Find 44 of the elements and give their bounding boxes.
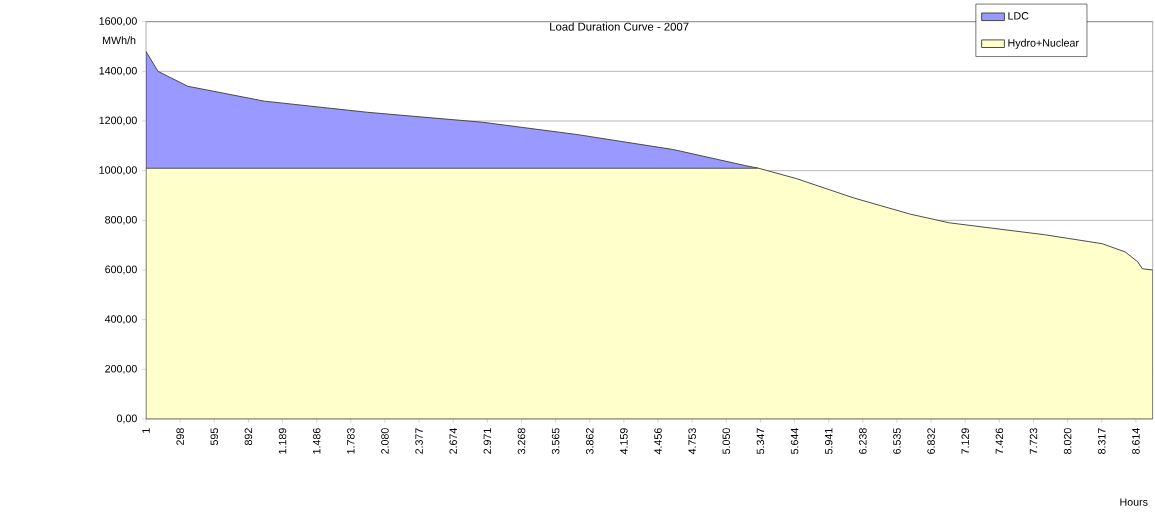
x-tick-label: 2.080 — [381, 428, 389, 454]
y-tick-label: 600,00 — [105, 265, 137, 275]
x-tick-label: 1.486 — [312, 428, 321, 454]
x-tick-label: 2.377 — [415, 428, 423, 454]
y-tick-label: 1600,00 — [99, 17, 137, 27]
y-tick-label: 1200,00 — [99, 116, 137, 126]
x-tick-label: 4.753 — [688, 428, 696, 455]
x-tick-label: 5.941 — [824, 428, 833, 454]
x-tick-label: 2.674 — [449, 428, 457, 454]
x-tick-label: 5.644 — [790, 428, 799, 454]
x-tick-label: 7.723 — [1029, 428, 1038, 454]
x-tick-label: 2.971 — [483, 428, 492, 454]
x-tick-label: 8.614 — [1132, 428, 1140, 454]
y-tick-label: 400,00 — [104, 315, 137, 325]
y-tick-label: 1400,00 — [99, 66, 137, 76]
x-tick-label: 1 — [142, 428, 150, 433]
x-tick-label: 892 — [244, 428, 253, 446]
x-tick-label: 6.238 — [859, 428, 867, 454]
x-tick-label: 5.050 — [722, 428, 731, 454]
x-tick-label: 5.347 — [756, 428, 765, 454]
x-tick-label: 4.456 — [654, 428, 662, 455]
y-tick-label: 1000,00 — [99, 166, 137, 176]
x-tick-label: 8.317 — [1097, 428, 1106, 454]
x-tick-label: 1.783 — [347, 428, 355, 454]
x-tick-label: 6.832 — [927, 428, 935, 454]
x-tick-label: 6.535 — [893, 428, 901, 454]
y-axis-title: MWh/h — [103, 36, 136, 45]
x-tick-label: 3.268 — [517, 428, 526, 455]
x-tick-label: 3.862 — [585, 428, 594, 455]
y-tick-label: 200,00 — [105, 364, 137, 374]
legend-label: Hydro+Nuclear — [1008, 38, 1079, 49]
x-tick-label: 8.020 — [1063, 428, 1072, 454]
x-tick-label: 7.129 — [961, 428, 970, 454]
x-tick-label: 7.426 — [995, 428, 1004, 454]
x-tick-label: 298 — [176, 428, 184, 445]
x-axis-title: Hours — [1120, 498, 1148, 506]
y-tick-label: 800,00 — [105, 215, 137, 225]
legend-label: LDC — [1008, 12, 1029, 20]
x-tick-label: 1.189 — [278, 428, 287, 454]
y-tick-label: 0,00 — [116, 414, 137, 424]
x-tick-label: 4.159 — [620, 428, 628, 455]
x-tick-label: 595 — [210, 428, 219, 446]
chart-title: Load Duration Curve - 2007 — [550, 22, 689, 31]
x-tick-label: 3.565 — [551, 428, 560, 455]
